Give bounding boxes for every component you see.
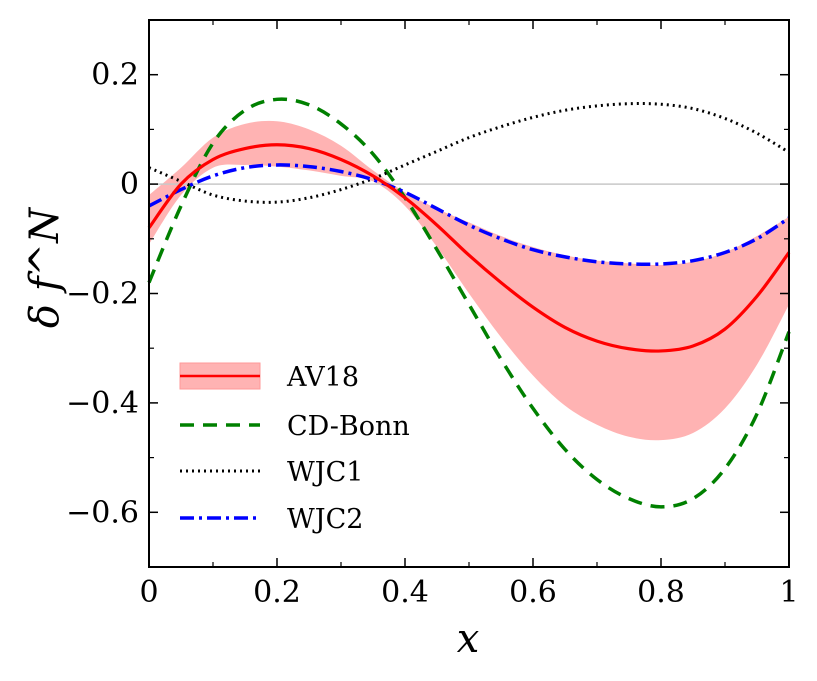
x-axis-title: x: [457, 616, 480, 662]
y-tick-label: −0.4: [66, 386, 139, 421]
axis-ticks: [148, 20, 790, 567]
x-tick-label: 0.8: [637, 575, 685, 610]
wjc1-line: [148, 102, 790, 204]
av18-line: [147, 143, 791, 353]
y-tick-label: −0.6: [66, 495, 139, 530]
x-tick-label: 1: [779, 575, 798, 610]
legend: AV18 CD-Bonn WJC1 WJC2: [179, 362, 410, 535]
x-tick-label: 0.6: [509, 575, 557, 610]
plot-area: [147, 97, 791, 509]
legend-entry-wjc2: WJC2: [180, 504, 363, 535]
x-tick-label: 0.2: [253, 575, 301, 610]
y-tick-label: −0.2: [66, 277, 139, 312]
legend-cd-bonn-label: CD-Bonn: [287, 411, 410, 442]
y-tick-label: 0.2: [91, 58, 139, 93]
legend-wjc2-label: WJC2: [287, 504, 363, 535]
series-lines: [147, 97, 791, 509]
legend-entry-av18: AV18: [179, 362, 359, 393]
y-tick-label: 0: [120, 167, 139, 202]
legend-wjc1-label: WJC1: [287, 457, 363, 488]
x-tick-label: 0.4: [381, 575, 429, 610]
x-tick-labels: 0 0.2 0.4 0.6 0.8 1: [139, 575, 798, 610]
y-axis-title: δ f^N: [22, 206, 68, 328]
wjc2-line: [148, 163, 790, 267]
y-tick-labels: 0.2 0 −0.2 −0.4 −0.6: [66, 58, 139, 531]
legend-entry-cd-bonn: CD-Bonn: [180, 411, 410, 442]
legend-entry-wjc1: WJC1: [180, 457, 363, 488]
av18-uncertainty-band: [149, 120, 789, 441]
x-tick-label: 0: [139, 575, 158, 610]
legend-av18-label: AV18: [286, 362, 359, 393]
